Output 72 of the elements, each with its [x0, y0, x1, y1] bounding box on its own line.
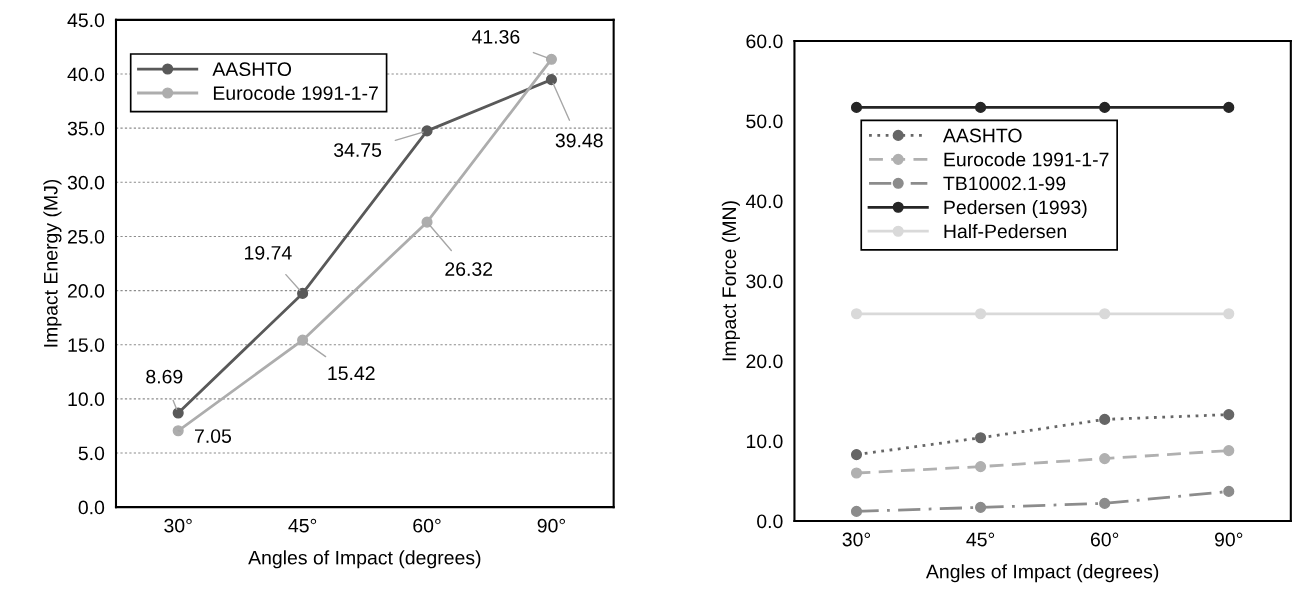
- data-label: 34.75: [334, 143, 382, 157]
- y-tick-label: 30.0: [67, 175, 105, 190]
- y-tick-label: 5.0: [78, 446, 105, 461]
- point: [1099, 101, 1111, 113]
- data-label: 15.42: [328, 366, 375, 381]
- point: [850, 467, 863, 479]
- y-axis-title: Impact Energy (MJ): [43, 179, 62, 347]
- x-tick-label: 90°: [537, 518, 565, 533]
- legend-label: AASHTO: [942, 128, 1022, 143]
- x-tick-label: 45°: [288, 518, 317, 533]
- data-label: 7.05: [195, 429, 232, 443]
- point: [975, 501, 987, 513]
- x-axis-title: Angles of Impact (degrees): [248, 550, 481, 569]
- y-tick-label: 35.0: [67, 121, 105, 136]
- point: [297, 287, 309, 299]
- point: [850, 101, 863, 113]
- point: [1099, 413, 1111, 425]
- point: [1099, 453, 1111, 465]
- point: [850, 449, 863, 461]
- x-tick-label: 90°: [1214, 532, 1243, 547]
- point: [545, 74, 558, 86]
- point: [1223, 409, 1235, 421]
- x-tick-label: 60°: [1090, 532, 1119, 547]
- point: [975, 308, 987, 320]
- y-tick-label: 60.0: [746, 34, 783, 49]
- data-label: 19.74: [245, 245, 292, 260]
- y-tick-label: 10.0: [746, 434, 783, 449]
- x-tick-label: 30°: [164, 518, 192, 533]
- y-tick-label: 0.0: [78, 500, 105, 515]
- point: [975, 101, 987, 113]
- y-tick-label: 20.0: [68, 284, 105, 298]
- legend-label: AASHTO: [212, 62, 292, 77]
- point: [421, 216, 433, 228]
- data-label: 26.32: [445, 262, 493, 276]
- y-tick-label: 45.0: [67, 13, 105, 28]
- y-tick-label: 20.0: [746, 354, 783, 369]
- x-tick-label: 60°: [413, 518, 441, 533]
- point: [975, 432, 987, 444]
- x-tick-label: 30°: [842, 532, 871, 547]
- x-tick-label: 45°: [966, 532, 995, 547]
- point: [172, 425, 184, 437]
- data-label: 39.48: [555, 133, 603, 148]
- point: [1223, 101, 1235, 113]
- point: [1223, 445, 1235, 457]
- legend-label: Half-Pedersen: [944, 223, 1066, 239]
- y-tick-label: 40.0: [67, 67, 105, 82]
- legend-label: Eurocode 1991-1-7: [944, 152, 1109, 167]
- data-label: 8.69: [146, 369, 183, 384]
- point: [172, 407, 184, 419]
- y-axis-title: Impact Force (MN): [721, 201, 740, 361]
- point: [421, 125, 433, 137]
- legend-label: Eurocode 1991-1-7: [213, 85, 378, 100]
- y-tick-label: 40.0: [745, 194, 783, 209]
- data-label: 41.36: [472, 29, 520, 44]
- point: [850, 505, 863, 517]
- point: [850, 308, 863, 320]
- point: [545, 53, 558, 65]
- legend-label: Pedersen (1993): [944, 199, 1087, 219]
- x-axis-title: Angles of Impact (degrees): [925, 564, 1159, 583]
- y-tick-label: 30.0: [746, 274, 783, 289]
- point: [975, 461, 987, 473]
- y-tick-label: 0.0: [757, 514, 783, 529]
- point: [297, 334, 309, 346]
- y-tick-label: 50.0: [746, 114, 783, 129]
- point: [1223, 485, 1235, 497]
- point: [1099, 497, 1111, 509]
- point: [1223, 308, 1235, 320]
- legend-label: TB10002.1-99: [943, 176, 1066, 191]
- point: [1099, 308, 1111, 320]
- y-tick-label: 15.0: [68, 338, 105, 352]
- y-tick-label: 10.0: [68, 392, 105, 407]
- y-tick-label: 25.0: [68, 229, 105, 244]
